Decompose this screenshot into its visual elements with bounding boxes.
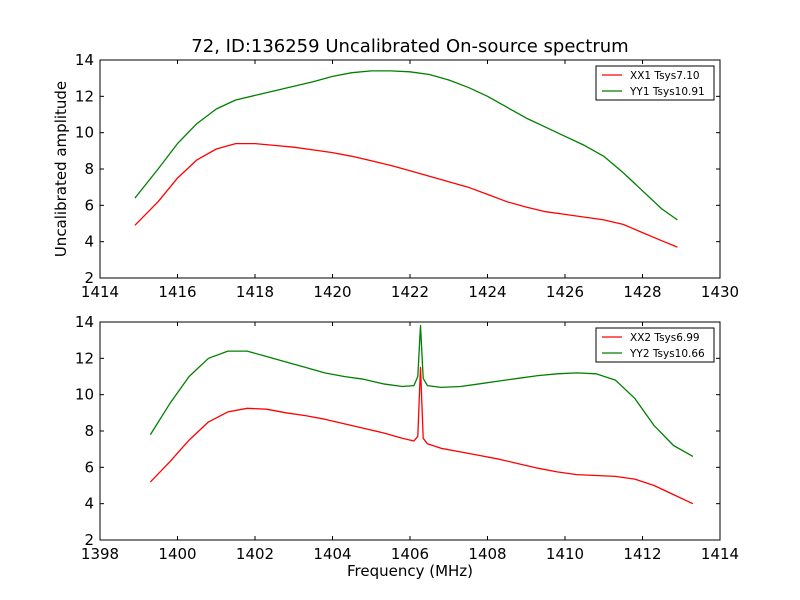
x-tick-label: 1426: [546, 283, 584, 301]
y-tick-label: 14: [75, 51, 94, 69]
y-tick-label: 6: [84, 458, 94, 476]
legend-box: [595, 327, 715, 363]
x-tick-label: 1428: [623, 283, 661, 301]
x-tick-label: 1420: [313, 283, 351, 301]
y-tick-label: 4: [84, 233, 94, 251]
y-tick-label: 10: [75, 386, 94, 404]
x-tick-label: 1414: [701, 545, 739, 563]
x-tick-label: 1400: [158, 545, 196, 563]
x-tick-label: 1412: [623, 545, 661, 563]
x-axis-label: Frequency (MHz): [347, 562, 473, 580]
x-tick-label: 1398: [81, 545, 119, 563]
x-tick-label: 1430: [701, 283, 739, 301]
y-tick-label: 14: [75, 313, 94, 331]
chart-title: 72, ID:136259 Uncalibrated On-source spe…: [191, 36, 628, 57]
y-tick-label: 2: [84, 531, 94, 549]
bottom-panel: 1398 1400 1402 1404 1406 1408 1410 1412 14142468…: [75, 313, 739, 563]
y-tick-label: 10: [75, 124, 94, 142]
x-tick-label: 1418: [236, 283, 274, 301]
x-tick-label: 1406: [391, 545, 429, 563]
legend-label: XX2 Tsys6.99: [630, 332, 700, 344]
x-tick-label: 1424: [468, 283, 506, 301]
x-tick-label: 1408: [468, 545, 506, 563]
x-tick-label: 1416: [158, 283, 196, 301]
y-tick-label: 12: [75, 349, 94, 367]
y-tick-label: 8: [84, 160, 94, 178]
y-tick-label: 2: [84, 269, 94, 287]
x-tick-label: 1414: [81, 283, 119, 301]
y-tick-label: 8: [84, 422, 94, 440]
series-line-xx-panel-1: [134, 142, 678, 248]
legend-box: [595, 65, 715, 101]
y-tick-label: 12: [75, 87, 94, 105]
top-panel: 1414 1416 1418 1420 1422 1424 1426 1428 1430 2 4 6 8…: [75, 51, 739, 301]
x-tick-label: 1404: [313, 545, 351, 563]
series-line-yy-panel-1: [134, 70, 678, 221]
legend: XX2 Tsys6.99 YY2 Tsys10.66: [595, 327, 715, 363]
y-axis-label: Uncalibrated amplitude: [52, 81, 70, 257]
legend-label: YY1 Tsys10.91: [629, 86, 705, 98]
series-line-xx-panel-2: [149, 366, 694, 505]
series-line-yy-panel-2: [149, 324, 694, 457]
legend-label: YY2 Tsys10.66: [629, 348, 705, 360]
x-tick-label: 1410: [546, 545, 584, 563]
y-tick-label: 6: [84, 196, 94, 214]
legend-label: XX1 Tsys7.10: [630, 70, 700, 82]
y-tick-label: 4: [84, 495, 94, 513]
x-tick-label: 1422: [391, 283, 429, 301]
legend: XX1 Tsys7.10 YY1 Tsys10.91: [595, 65, 715, 101]
x-tick-label: 1402: [236, 545, 274, 563]
